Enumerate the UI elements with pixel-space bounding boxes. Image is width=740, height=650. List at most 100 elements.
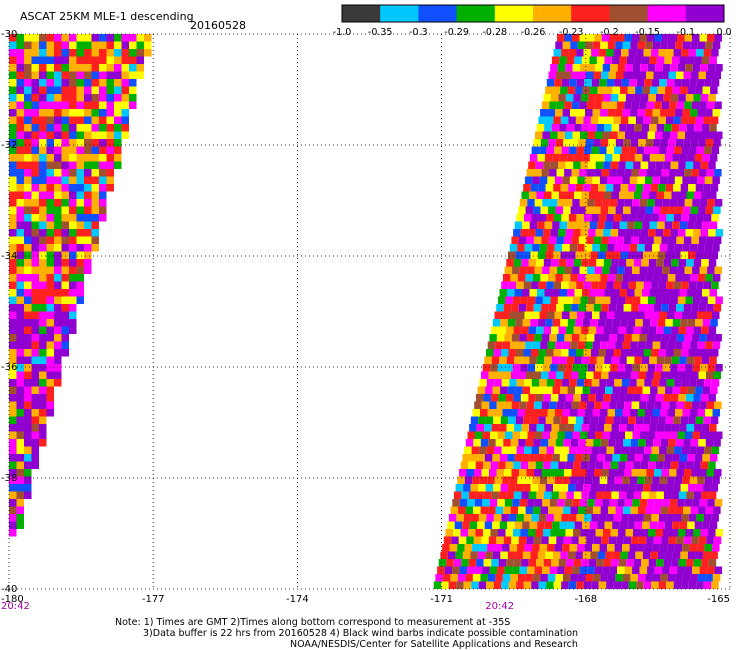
heatmap-cell — [690, 274, 698, 282]
heatmap-cell — [99, 101, 107, 109]
heatmap-cell — [697, 409, 705, 417]
heatmap-cell — [121, 101, 129, 109]
heatmap-cell — [676, 236, 684, 244]
heatmap-cell — [544, 289, 552, 297]
heatmap-cell — [39, 41, 47, 49]
heatmap-cell — [524, 244, 533, 252]
heatmap-cell — [690, 206, 699, 214]
heatmap-cell — [695, 251, 703, 259]
heatmap-cell — [536, 491, 544, 499]
heatmap-cell — [648, 259, 657, 267]
heatmap-cell — [9, 124, 17, 132]
heatmap-cell — [607, 176, 615, 184]
heatmap-cell — [628, 116, 636, 124]
heatmap-cell — [645, 439, 654, 447]
heatmap-cell — [129, 49, 137, 57]
heatmap-cell — [623, 304, 632, 312]
heatmap-cell — [578, 371, 586, 379]
heatmap-cell — [663, 161, 671, 169]
heatmap-cell — [589, 424, 597, 432]
heatmap-cell — [54, 86, 62, 94]
heatmap-cell — [579, 266, 588, 274]
heatmap-cell — [635, 551, 643, 559]
heatmap-cell — [506, 491, 514, 499]
heatmap-cell — [623, 536, 632, 544]
heatmap-cell — [679, 191, 687, 199]
heatmap-cell — [521, 491, 529, 499]
heatmap-cell — [627, 551, 636, 559]
heatmap-cell — [16, 64, 24, 72]
heatmap-cell — [647, 364, 656, 372]
heatmap-cell — [529, 356, 537, 364]
heatmap-cell — [618, 326, 627, 334]
heatmap-cell — [84, 184, 92, 192]
heatmap-cell — [541, 401, 550, 409]
heatmap-cell — [629, 176, 638, 184]
heatmap-cell — [24, 229, 32, 237]
heatmap-cell — [636, 214, 644, 222]
heatmap-cell — [84, 221, 92, 229]
heatmap-cell — [69, 131, 77, 139]
heatmap-cell — [584, 544, 593, 552]
heatmap-cell — [563, 371, 571, 379]
heatmap-cell — [680, 251, 688, 259]
heatmap-cell — [682, 409, 690, 417]
heatmap-cell — [656, 259, 664, 267]
heatmap-cell — [579, 34, 587, 42]
heatmap-cell — [24, 116, 32, 124]
heatmap-cell — [491, 491, 499, 499]
heatmap-cell — [91, 236, 99, 244]
heatmap-cell — [624, 169, 632, 177]
heatmap-cell — [532, 476, 540, 484]
heatmap-cell — [9, 236, 17, 244]
heatmap-cell — [505, 461, 514, 469]
heatmap-cell — [503, 371, 511, 379]
heatmap-cell — [69, 289, 77, 297]
heatmap-cell — [76, 214, 84, 222]
heatmap-cell — [31, 206, 39, 214]
heatmap-cell — [563, 139, 571, 147]
heatmap-cell — [573, 529, 581, 537]
heatmap-cell — [484, 424, 492, 432]
heatmap-cell — [615, 139, 624, 147]
heatmap-cell — [538, 184, 546, 192]
heatmap-cell — [633, 94, 641, 102]
heatmap-cell — [628, 214, 637, 222]
heatmap-cell — [641, 191, 649, 199]
heatmap-cell — [627, 154, 635, 162]
heatmap-cell — [578, 236, 587, 244]
heatmap-cell — [703, 349, 711, 357]
heatmap-cell — [571, 169, 580, 177]
heatmap-cell — [660, 409, 668, 417]
heatmap-cell — [621, 349, 629, 357]
heatmap-cell — [710, 416, 719, 424]
heatmap-cell — [488, 371, 496, 379]
heatmap-cell — [628, 484, 636, 492]
heatmap-cell — [569, 311, 577, 319]
heatmap-cell — [24, 379, 32, 387]
heatmap-cell — [31, 139, 39, 147]
heatmap-cell — [9, 34, 17, 42]
heatmap-cell — [618, 161, 626, 169]
heatmap-cell — [520, 461, 529, 469]
heatmap-cell — [551, 424, 560, 432]
heatmap-cell — [39, 334, 47, 342]
heatmap-cell — [24, 206, 32, 214]
heatmap-cell — [694, 424, 702, 432]
heatmap-cell — [566, 326, 574, 334]
heatmap-cell — [556, 169, 565, 177]
heatmap-cell — [24, 236, 32, 244]
heatmap-cell — [625, 229, 634, 237]
heatmap-cell — [683, 439, 691, 447]
heatmap-cell — [704, 146, 712, 154]
heatmap-cell — [697, 274, 706, 282]
heatmap-cell — [585, 439, 594, 447]
heatmap-cell — [689, 79, 697, 87]
heatmap-cell — [114, 41, 122, 49]
heatmap-cell — [574, 356, 582, 364]
heatmap-cell — [632, 296, 641, 304]
heatmap-cell — [537, 454, 545, 462]
heatmap-cell — [16, 304, 24, 312]
heatmap-cell — [575, 386, 583, 394]
heatmap-cell — [16, 506, 24, 514]
